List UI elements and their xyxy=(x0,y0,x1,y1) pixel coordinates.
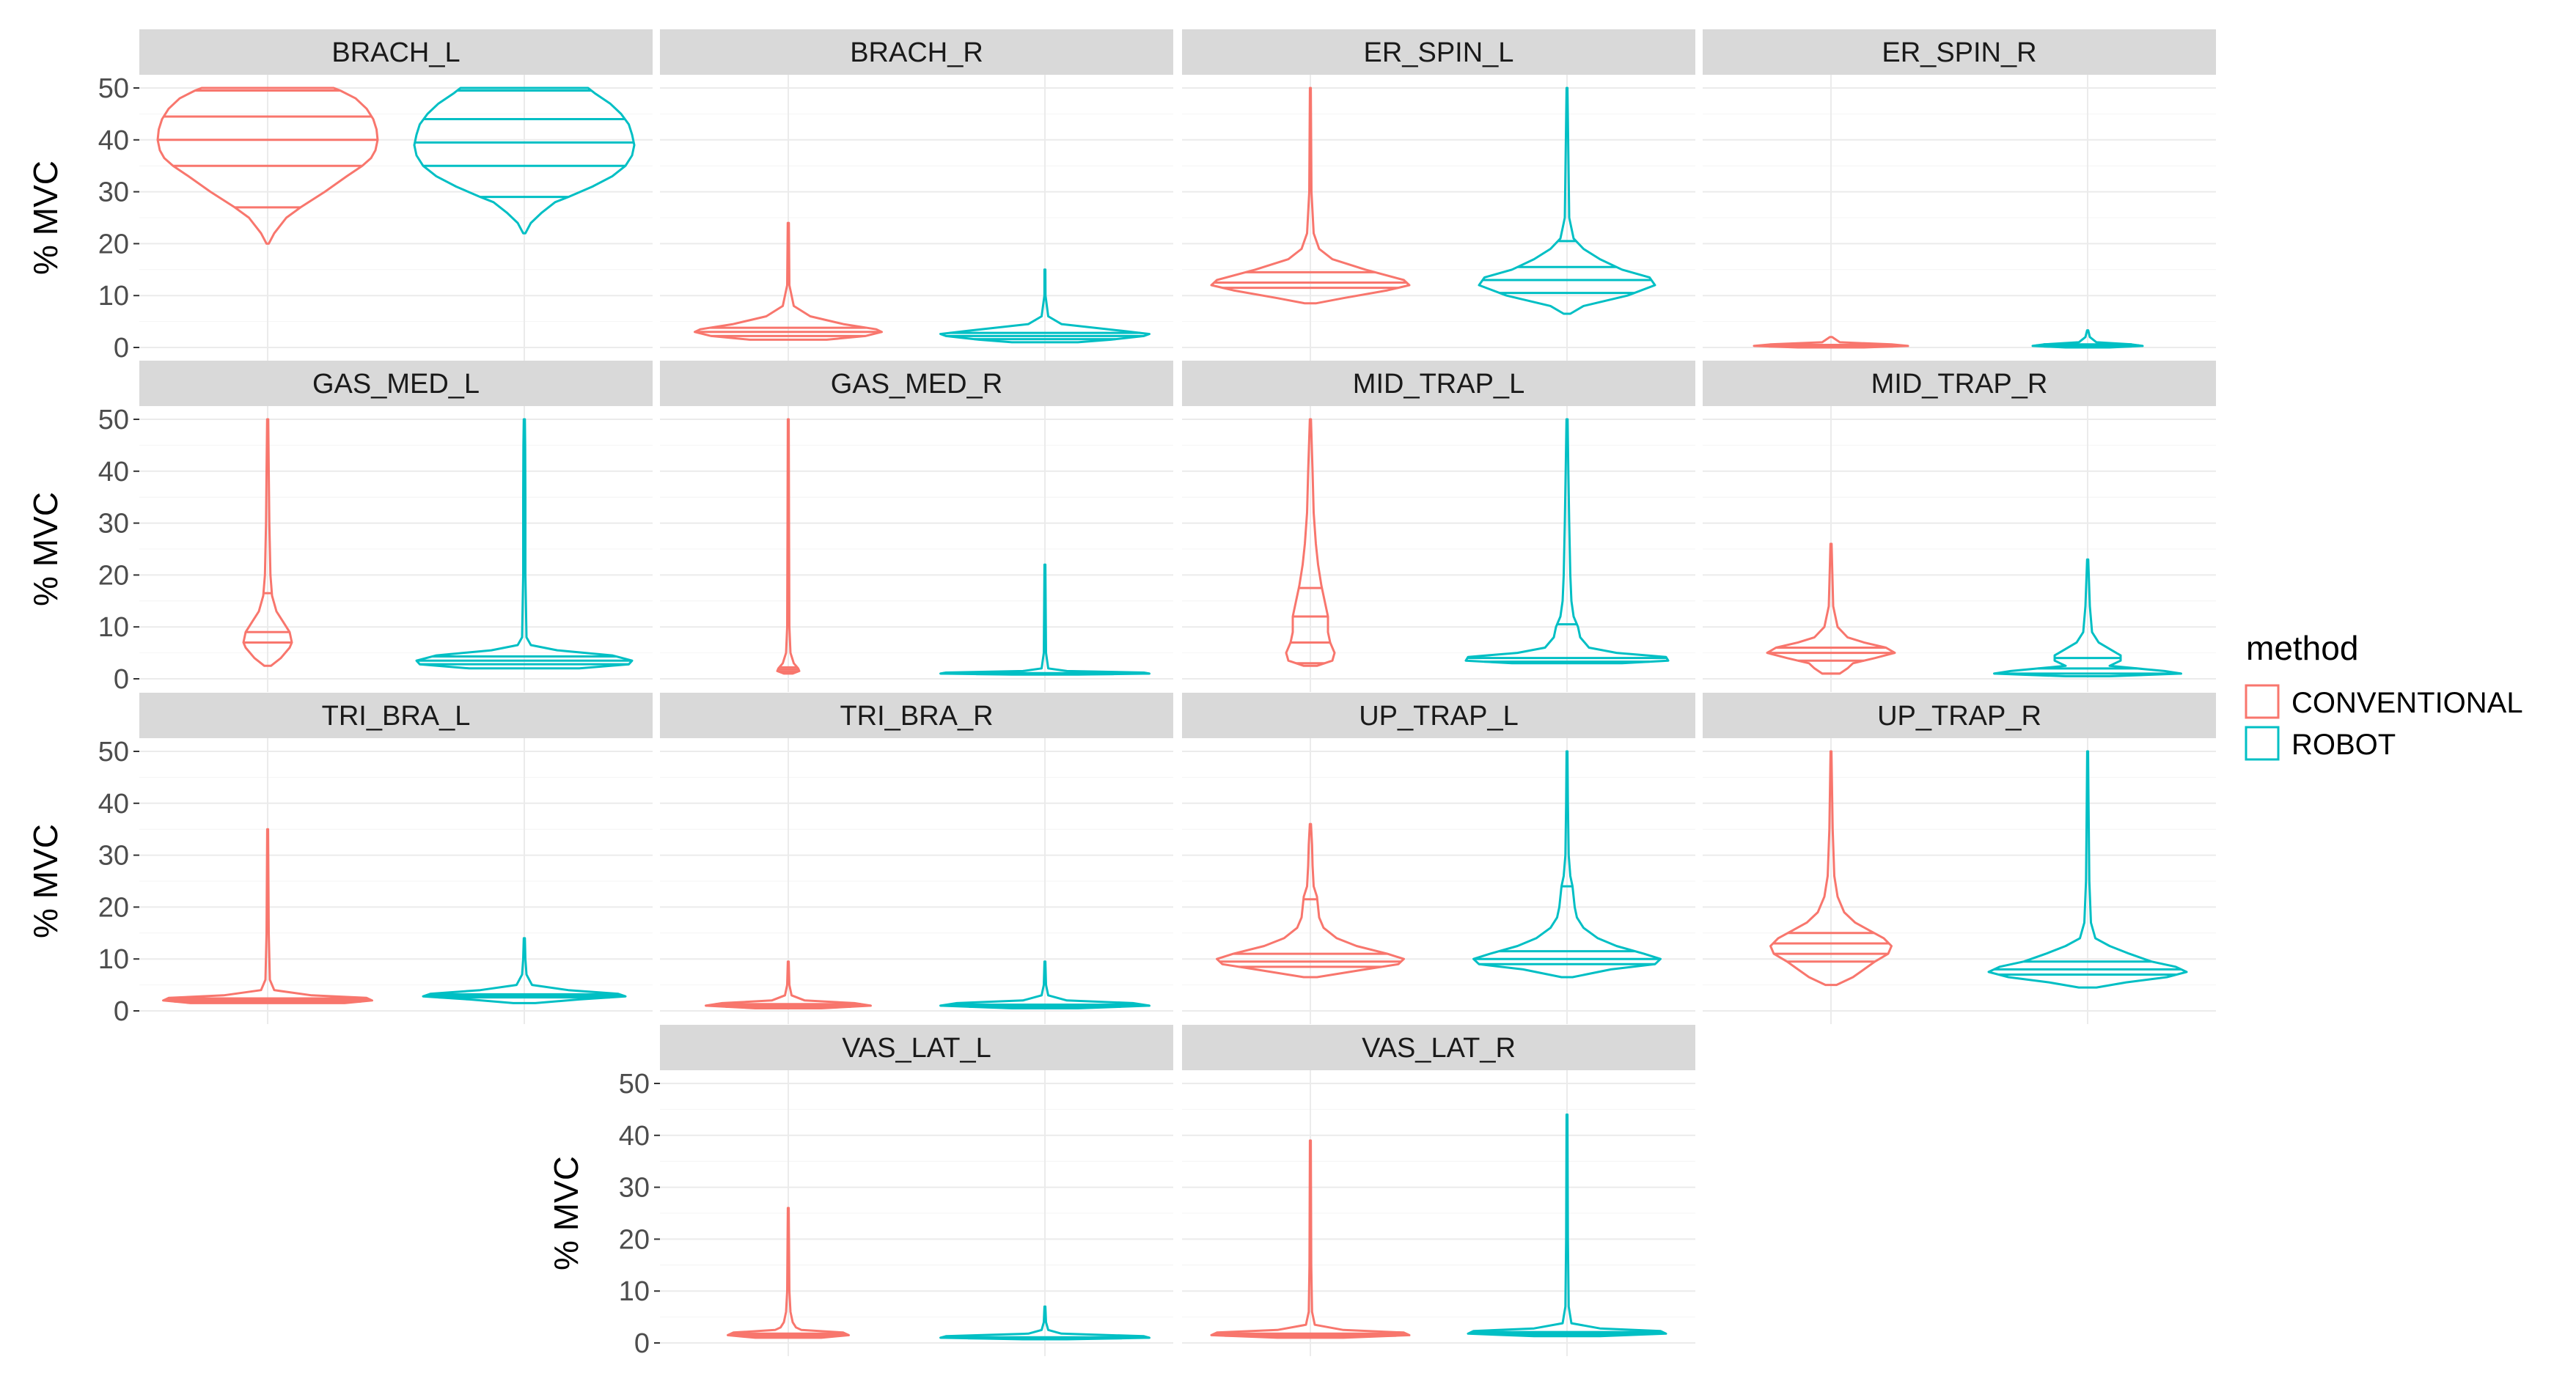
y-axis-label: % MVC xyxy=(26,824,65,938)
y-tick-label: 10 xyxy=(98,944,129,975)
y-tick-label: 30 xyxy=(98,177,129,208)
panel-tri-bra-r: TRI_BRA_R xyxy=(660,693,1173,1024)
y-axis-label: % MVC xyxy=(26,161,65,275)
legend: method CONVENTIONAL ROBOT xyxy=(2245,629,2523,761)
y-tick-label: 20 xyxy=(98,892,129,923)
panel-vas-lat-l: VAS_LAT_L 0 10 20 30 40 50 % MVC xyxy=(547,1025,1173,1359)
violin-robot xyxy=(415,418,634,670)
strip-background xyxy=(1703,693,2216,738)
strip-label: VAS_LAT_R xyxy=(1362,1033,1516,1064)
panel-mid-trap-r: MID_TRAP_R xyxy=(1703,361,2216,692)
y-tick-label: 10 xyxy=(619,1276,650,1307)
strip-background xyxy=(660,693,1173,738)
strip-background xyxy=(139,29,653,75)
strip-background xyxy=(1703,361,2216,406)
strip-background xyxy=(660,361,1173,406)
panel-up-trap-l: UP_TRAP_L xyxy=(1182,693,1695,1024)
y-tick-label: 40 xyxy=(98,789,129,820)
strip-label: BRACH_R xyxy=(850,37,983,68)
strip-label: TRI_BRA_L xyxy=(322,701,471,732)
strip-background xyxy=(1182,29,1695,75)
legend-key-robot xyxy=(2245,726,2280,761)
panel-up-trap-r: UP_TRAP_R xyxy=(1703,693,2216,1024)
y-tick-label: 0 xyxy=(114,996,129,1027)
y-axis-label: % MVC xyxy=(547,1156,585,1270)
panel-er-spin-r: ER_SPIN_R xyxy=(1703,29,2216,361)
strip-label: TRI_BRA_R xyxy=(840,701,993,732)
strip-label: ER_SPIN_R xyxy=(1882,37,2036,68)
y-tick-label: 50 xyxy=(619,1069,650,1100)
panel-brach-l: BRACH_L 0 10 20 30 40 50 % MVC xyxy=(26,29,653,364)
strip-background xyxy=(1182,1025,1695,1070)
y-axis-label: % MVC xyxy=(26,492,65,606)
legend-title: method xyxy=(2246,629,2358,667)
strip-label: GAS_MED_L xyxy=(312,369,480,400)
violin-conventional xyxy=(1769,750,1893,987)
strip-background xyxy=(1182,361,1695,406)
panels-layer: BRACH_L 0 10 20 30 40 50 % MVC BRACH_R ER_SPIN_L E… xyxy=(26,29,2216,1359)
y-tick-label: 40 xyxy=(619,1121,650,1152)
legend-label-conventional: CONVENTIONAL xyxy=(2291,687,2523,719)
legend-key-conventional xyxy=(2245,684,2280,719)
strip-background xyxy=(660,1025,1173,1070)
y-tick-label: 40 xyxy=(98,125,129,156)
y-tick-label: 20 xyxy=(98,560,129,591)
violin-conventional xyxy=(162,828,373,1004)
panel-mid-trap-l: MID_TRAP_L xyxy=(1182,361,1695,692)
strip-label: VAS_LAT_L xyxy=(842,1033,991,1064)
y-tick-label: 50 xyxy=(98,737,129,768)
strip-label: ER_SPIN_L xyxy=(1364,37,1514,68)
y-tick-label: 0 xyxy=(634,1328,650,1359)
y-tick-label: 30 xyxy=(98,841,129,872)
panel-vas-lat-r: VAS_LAT_R xyxy=(1182,1025,1695,1356)
panel-gas-med-r: GAS_MED_R xyxy=(660,361,1173,692)
strip-label: GAS_MED_R xyxy=(831,369,1002,400)
strip-label: UP_TRAP_R xyxy=(1877,701,2041,732)
strip-label: MID_TRAP_R xyxy=(1871,369,2048,400)
strip-background xyxy=(660,29,1173,75)
y-tick-label: 10 xyxy=(98,612,129,643)
panel-gas-med-l: GAS_MED_L 0 10 20 30 40 50 % MVC xyxy=(26,361,653,695)
y-tick-label: 10 xyxy=(98,281,129,312)
y-tick-label: 50 xyxy=(98,405,129,435)
panel-er-spin-l: ER_SPIN_L xyxy=(1182,29,1695,361)
violin-robot xyxy=(1987,750,2188,989)
violin-conventional xyxy=(1766,542,1896,675)
y-tick-label: 0 xyxy=(114,333,129,364)
y-tick-label: 30 xyxy=(98,509,129,540)
y-tick-label: 20 xyxy=(619,1224,650,1255)
strip-label: MID_TRAP_L xyxy=(1353,369,1524,400)
y-tick-label: 30 xyxy=(619,1173,650,1204)
strip-background xyxy=(1182,693,1695,738)
panel-tri-bra-l: TRI_BRA_L 0 10 20 30 40 50 % MVC xyxy=(26,693,653,1027)
strip-label: BRACH_L xyxy=(331,37,460,68)
y-tick-label: 20 xyxy=(98,229,129,260)
y-tick-label: 50 xyxy=(98,73,129,104)
violin-conventional xyxy=(1285,418,1336,667)
strip-background xyxy=(1703,29,2216,75)
panel-brach-r: BRACH_R xyxy=(660,29,1173,361)
strip-label: UP_TRAP_L xyxy=(1359,701,1519,732)
legend-label-robot: ROBOT xyxy=(2291,729,2396,761)
strip-background xyxy=(139,361,653,406)
violin-robot xyxy=(1464,418,1670,665)
strip-background xyxy=(139,693,653,738)
violin-robot xyxy=(413,86,636,235)
violin-conventional xyxy=(156,86,379,245)
y-tick-label: 40 xyxy=(98,457,129,487)
y-tick-label: 0 xyxy=(114,664,129,695)
